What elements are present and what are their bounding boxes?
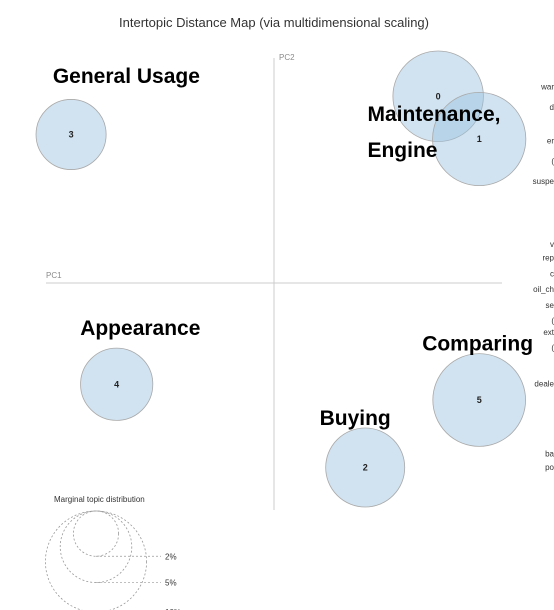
term-label: v bbox=[550, 240, 554, 249]
topic-id-label-1: 1 bbox=[477, 134, 482, 144]
legend-title: Marginal topic distribution bbox=[54, 495, 145, 504]
annotation-label: General Usage bbox=[53, 65, 200, 88]
term-label: ext bbox=[543, 328, 554, 337]
term-label: ( bbox=[551, 344, 554, 353]
topic-circle-2[interactable] bbox=[325, 427, 406, 508]
legend: Marginal topic distribution 2% 5% 10% bbox=[45, 495, 181, 610]
term-label: ( bbox=[551, 317, 554, 326]
term-label: deale bbox=[534, 380, 554, 389]
annotation-label: Engine bbox=[367, 139, 437, 162]
term-label: rep bbox=[542, 254, 554, 263]
legend-label: 10% bbox=[165, 608, 181, 610]
legend-label: 2% bbox=[165, 552, 177, 561]
topic-circle-4[interactable] bbox=[80, 347, 154, 421]
topic-id-label-4: 4 bbox=[114, 379, 119, 389]
legend-circle bbox=[72, 510, 120, 557]
term-label: se bbox=[546, 301, 554, 310]
term-label: ( bbox=[551, 157, 554, 166]
topic-circle-5[interactable] bbox=[432, 353, 526, 447]
annotation-layer: General Usage Maintenance, Engine Appearanc… bbox=[53, 65, 533, 430]
term-label: war bbox=[540, 83, 554, 92]
topic-id-label-5: 5 bbox=[477, 395, 482, 405]
term-label: d bbox=[550, 103, 554, 112]
legend-circle bbox=[59, 510, 133, 583]
legend-circle bbox=[45, 510, 147, 610]
topic-id-label-3: 3 bbox=[69, 130, 74, 140]
annotation-label: Comparing bbox=[422, 333, 533, 356]
term-label: ba bbox=[545, 449, 554, 458]
pc2-axis-label: PC2 bbox=[279, 53, 295, 62]
annotation-label: Appearance bbox=[80, 317, 200, 340]
term-label: oil_ch bbox=[533, 285, 554, 294]
chart-title: Intertopic Distance Map (via multidimens… bbox=[119, 15, 429, 30]
term-label: po bbox=[545, 463, 554, 472]
topic-circle-3[interactable] bbox=[35, 99, 107, 170]
term-label: suspe bbox=[533, 177, 554, 186]
term-label: er bbox=[547, 137, 554, 146]
term-label: c bbox=[550, 269, 554, 278]
annotation-label: Maintenance, bbox=[367, 103, 500, 126]
topic-circle-0[interactable] bbox=[392, 50, 484, 142]
annotation-label: Buying bbox=[320, 407, 391, 430]
topic-id-label-0: 0 bbox=[436, 91, 441, 101]
pc1-axis-label: PC1 bbox=[46, 271, 62, 280]
topic-circles-layer: 0 1 3 4 5 2 bbox=[35, 50, 527, 508]
topic-circle-1[interactable] bbox=[432, 91, 527, 187]
topic-id-label-2: 2 bbox=[363, 463, 368, 473]
legend-label: 5% bbox=[165, 579, 177, 588]
